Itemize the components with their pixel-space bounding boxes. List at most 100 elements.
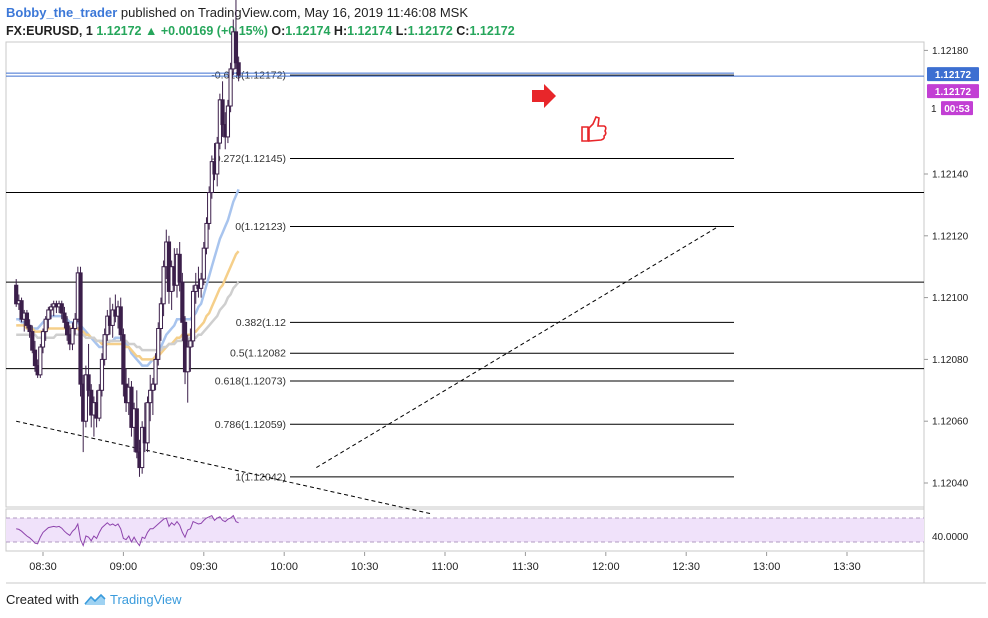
candle-body (126, 386, 131, 404)
candle-body (217, 99, 222, 144)
candle-body (30, 331, 35, 351)
time-tick-label: 12:00 (592, 561, 620, 573)
candle-body (115, 306, 121, 317)
candle-body (196, 284, 201, 289)
fib-level-label: 0.382(1.12 (236, 317, 286, 329)
time-tick-label: 09:30 (190, 561, 218, 573)
candle-body (75, 272, 80, 320)
publish-header: Bobby_the_trader published on TradingVie… (6, 4, 468, 22)
candle-body (70, 328, 75, 345)
current-price-badge-text: 1.12172 (935, 70, 972, 81)
high-label: H: (333, 24, 348, 38)
candle-body (161, 266, 166, 305)
candle-body (172, 266, 177, 286)
candle-body (46, 309, 51, 320)
fib-level-label: 0.786(1.12059) (215, 419, 286, 431)
time-tick-label: 13:30 (833, 561, 861, 573)
rsi-line (16, 514, 239, 548)
candle-body (140, 426, 145, 469)
candle-body (209, 161, 214, 194)
price-tick-label: 1.12120 (932, 231, 969, 242)
candle-body (204, 222, 209, 249)
candle-body (27, 324, 32, 333)
last-price: 1.12172 (96, 24, 142, 38)
candle-body (59, 303, 64, 314)
candle-body (91, 402, 97, 416)
candle-body (51, 303, 56, 308)
candle-body (148, 389, 153, 404)
candle-body (38, 346, 43, 376)
fib-level-label: 1(1.12042) (235, 471, 286, 483)
fib-level-label: -0.272(1.12145) (211, 153, 286, 165)
right-arrow-icon (532, 84, 556, 108)
candle-body (212, 161, 217, 175)
candle-body (107, 315, 113, 326)
candle-body (225, 105, 231, 138)
candle-body (137, 451, 142, 469)
up-triangle-icon: ▲ (144, 24, 158, 38)
candle-body (62, 312, 67, 323)
candle-body (180, 281, 185, 323)
candle-body (215, 142, 220, 175)
candle-body (145, 402, 150, 444)
author-name[interactable]: Bobby_the_trader (6, 5, 118, 20)
candle-body (54, 303, 59, 308)
tradingview-logo-icon (84, 593, 106, 605)
price-tick-label: 1.12040 (932, 479, 969, 490)
footer: Created with TradingView (6, 592, 182, 607)
candle-body (83, 374, 88, 422)
moving-average-line (16, 281, 240, 352)
ohlc-legend: FX:EURUSD, 1 1.12172 ▲ +0.00169 (+0.15%)… (6, 22, 515, 40)
candle-body (134, 408, 139, 453)
ask-price-badge-text: 1.12172 (935, 87, 972, 98)
fib-level-label: 0.5(1.12082 (230, 348, 286, 360)
main-pane-frame (5, 41, 925, 508)
candle-body (89, 389, 94, 416)
candle-body (97, 389, 102, 419)
candle-body (166, 241, 172, 292)
ask-price-badge (927, 84, 979, 99)
candle-body (156, 328, 161, 360)
candle-body (56, 303, 62, 308)
candle-body (182, 321, 188, 373)
candle-body (16, 300, 21, 305)
countdown-badge-text: 00:53 (944, 104, 970, 115)
candle-body (99, 358, 105, 391)
symbol-label: FX:EURUSD, 1 (6, 24, 93, 38)
time-tick-label: 09:00 (110, 561, 138, 573)
rsi-tick-label: 40.0000 (932, 532, 969, 543)
candle-body (150, 383, 155, 391)
price-tick-label: 1.12140 (932, 170, 969, 181)
time-tick-label: 10:00 (270, 561, 298, 573)
price-tick-label: 1.12180 (932, 46, 969, 57)
candle-body (201, 247, 206, 280)
candle-body (121, 334, 126, 385)
candle-body (185, 346, 190, 373)
publish-info: published on TradingView.com, May 16, 20… (120, 5, 469, 20)
candle-body (35, 365, 40, 376)
open-label: O: (271, 24, 286, 38)
candle-body (14, 284, 19, 305)
candle-body (86, 374, 91, 391)
candle-body (199, 278, 204, 289)
tradingview-brand[interactable]: TradingView (109, 592, 182, 607)
candle-body (188, 340, 193, 348)
candle-body (105, 315, 110, 336)
fib-level-label: -0.618(1.12172) (211, 70, 286, 82)
candle-body (142, 426, 147, 444)
candle-body (81, 383, 86, 422)
fib-level-label: 0.618(1.12073) (215, 376, 286, 388)
moving-average-line (16, 250, 240, 361)
close-label: C: (456, 24, 470, 38)
candle-body (236, 62, 241, 76)
candle-body (193, 284, 198, 292)
candle-body (65, 321, 70, 336)
low-label: L: (395, 24, 408, 38)
candle-body (19, 300, 24, 320)
close-value: 1.12172 (469, 24, 515, 38)
candle-body (118, 306, 123, 336)
candle-body (110, 309, 115, 326)
candle-body (113, 309, 118, 317)
candle-body (48, 306, 54, 311)
